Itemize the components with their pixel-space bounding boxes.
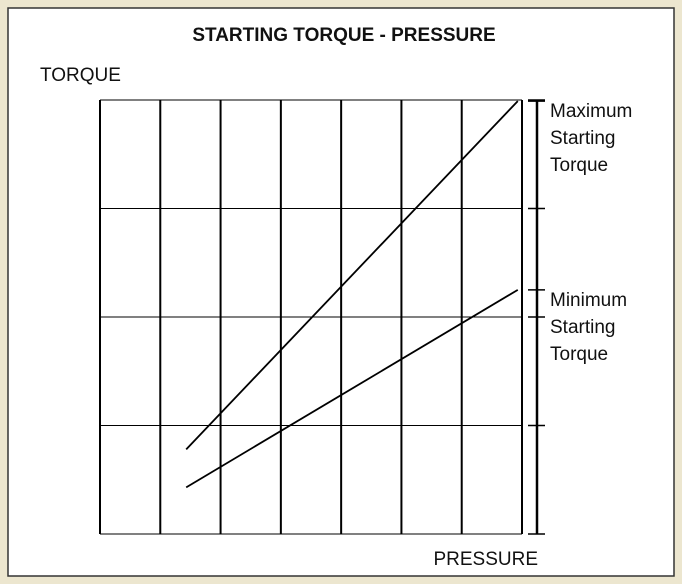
- annotation: Minimum: [550, 290, 627, 311]
- line-series: [185, 289, 519, 489]
- annotation: Starting: [550, 317, 615, 338]
- chart-title: STARTING TORQUE - PRESSURE: [192, 25, 495, 46]
- x-axis-label: PRESSURE: [433, 549, 538, 570]
- line-series: [185, 100, 519, 450]
- annotation: Starting: [550, 128, 615, 149]
- annotation: Torque: [550, 344, 608, 365]
- annotation: Torque: [550, 155, 608, 176]
- y-axis-label: TORQUE: [40, 65, 121, 86]
- annotation: Maximum: [550, 101, 632, 122]
